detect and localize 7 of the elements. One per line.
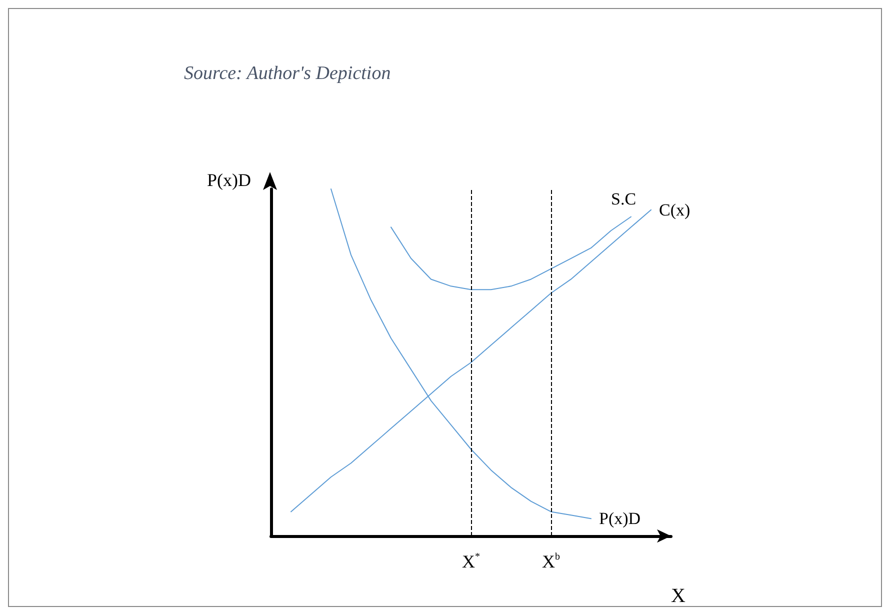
series-label: S.C — [611, 189, 636, 208]
series-label: P(x)D — [599, 509, 641, 528]
x-tick-label: X* — [462, 552, 480, 572]
y-axis-title: P(x)D — [207, 170, 251, 190]
series-label: C(x) — [659, 200, 690, 220]
x-axis-title: X — [671, 585, 686, 607]
source-note: Source: Author's Depiction — [184, 63, 391, 84]
